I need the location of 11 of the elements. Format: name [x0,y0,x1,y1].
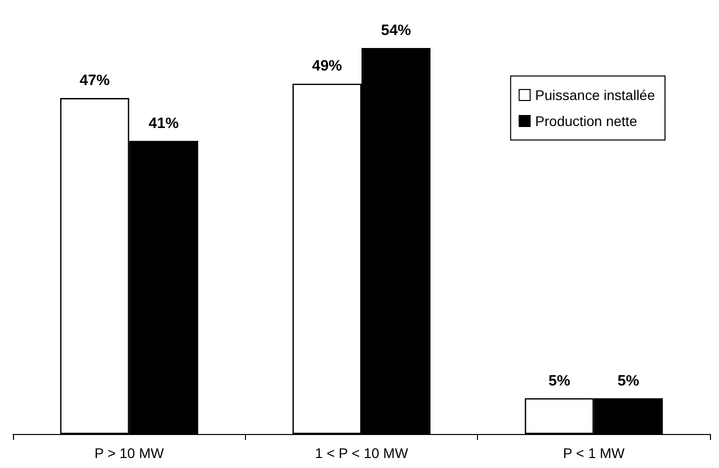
x-tick-label: 1 < P < 10 MW [314,445,409,461]
data-label: 41% [148,114,179,132]
data-label: 5% [617,372,640,390]
data-label: 49% [312,58,342,75]
x-tick-label: P < 1 MW [563,445,626,461]
x-tick-label: P > 10 MW [94,445,165,461]
data-label: 54% [380,22,412,39]
legend-label: Puissance installée [535,87,656,103]
legend-label: Production nette [535,113,638,129]
data-label: 5% [548,372,570,390]
data-label: 47% [80,72,110,90]
